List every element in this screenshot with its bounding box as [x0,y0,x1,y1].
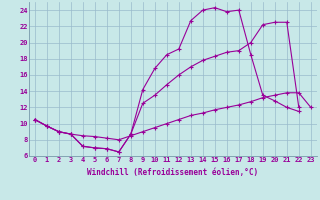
X-axis label: Windchill (Refroidissement éolien,°C): Windchill (Refroidissement éolien,°C) [87,168,258,177]
